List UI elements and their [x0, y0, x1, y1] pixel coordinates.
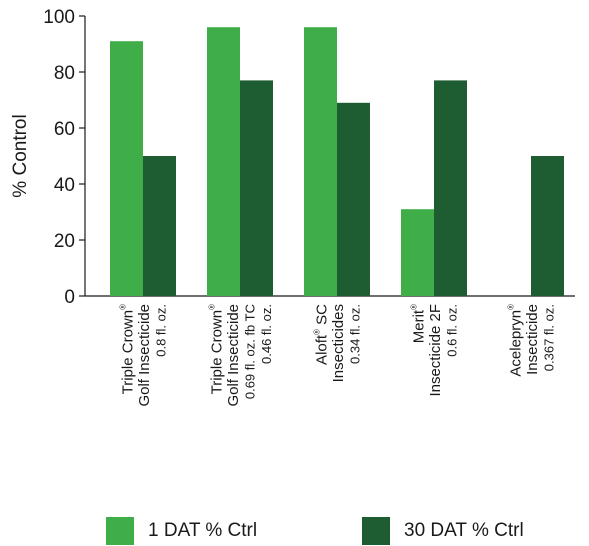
y-ticks: 0 20 40 60 80 100	[43, 7, 85, 308]
x-category-label-line: 0.6 fl. oz.	[445, 304, 460, 357]
legend-swatch-30dat	[362, 517, 390, 545]
legend-swatch-1dat	[106, 517, 134, 545]
legend-label-30dat: 30 DAT % Ctrl	[404, 520, 524, 541]
legend-item-1dat: 1 DAT % Ctrl	[106, 517, 257, 545]
x-category-label-line: Acelepryn®	[507, 304, 525, 377]
bars	[110, 27, 564, 297]
bar-1dat	[304, 27, 337, 296]
x-category-label-line: Merit®	[410, 304, 428, 343]
x-category-label-line: Golf Insecticide	[136, 304, 153, 407]
x-category-label-line: Triple Crown®	[207, 304, 225, 394]
x-category-labels: Triple Crown® Golf Insecticide 0.8 fl. oz.…	[119, 304, 557, 407]
x-category-label-line: 0.8 fl. oz.	[154, 304, 169, 357]
legend-item-30dat: 30 DAT % Ctrl	[362, 517, 524, 545]
bar-30dat	[337, 102, 370, 296]
bar-30dat	[434, 80, 467, 297]
x-category-label-line: Insecticide	[524, 304, 541, 375]
y-tick-label: 0	[64, 287, 75, 308]
bar-1dat	[207, 27, 240, 296]
y-axis-title: % Control	[10, 114, 31, 197]
bar-30dat	[240, 80, 273, 297]
legend-label-1dat: 1 DAT % Ctrl	[148, 520, 258, 541]
x-category-label-line: 0.46 fl. oz.	[259, 304, 274, 364]
bar-1dat	[401, 209, 434, 296]
y-tick-label: 40	[54, 175, 75, 196]
y-tick-label: 60	[54, 119, 75, 140]
x-category-label-line: Insecticides	[330, 304, 347, 382]
x-category-label-line: Insecticide 2F	[427, 304, 444, 397]
x-category-label-line: Triple Crown®	[119, 304, 137, 394]
x-category-label-line: 0.367 fl. oz.	[542, 304, 557, 371]
bar-1dat	[110, 41, 143, 297]
bar-30dat	[531, 156, 564, 296]
x-category-label-line: Aloft® SC	[313, 304, 331, 365]
y-tick-label: 20	[54, 231, 75, 252]
x-category-label-line: 0.34 fl. oz.	[348, 304, 363, 364]
bar-30dat	[143, 156, 176, 296]
x-category-label-line: 0.69 fl. oz. fb TC	[242, 304, 257, 399]
y-tick-label: 80	[54, 63, 75, 84]
y-tick-label: 100	[43, 7, 75, 28]
x-category-label-line: Golf Insecticide	[225, 304, 242, 407]
